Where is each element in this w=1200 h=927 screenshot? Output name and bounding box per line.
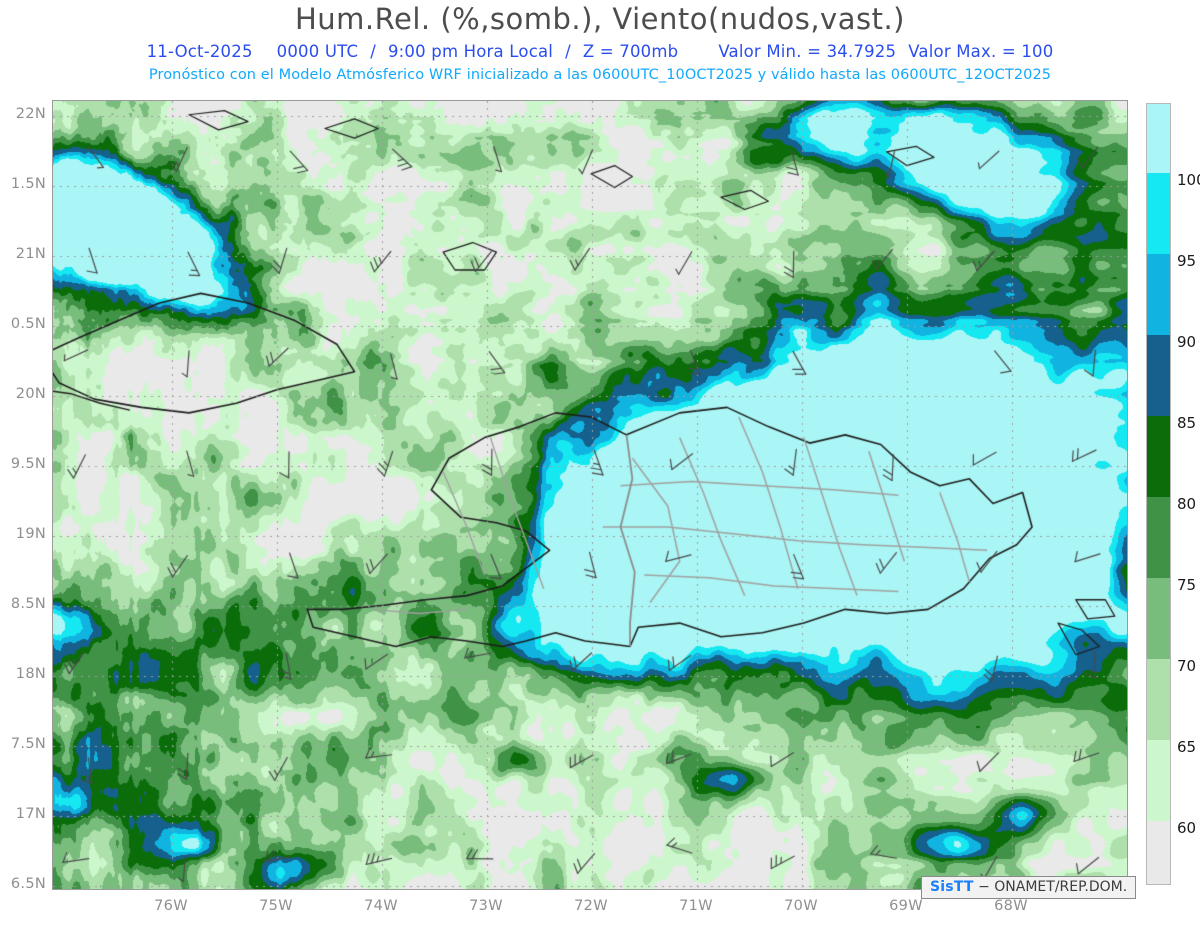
- header-sep-1: /: [370, 42, 376, 61]
- x-axis-tick-label: 70W: [784, 898, 818, 914]
- header-valor-min: Valor Min. = 34.7925: [718, 42, 897, 61]
- y-axis-tick-label: 1.5N: [10, 176, 46, 192]
- header-forecast-line: Pronóstico con el Modelo Atmósferico WRF…: [148, 67, 1052, 83]
- colorbar-band: [1147, 821, 1170, 884]
- y-axis-tick-label: 22N: [15, 106, 46, 122]
- colorbar-band: [1147, 416, 1170, 497]
- map-plot-area[interactable]: [52, 100, 1128, 890]
- y-axis-tick-label: 18N: [15, 666, 46, 682]
- x-axis-tick-label: 72W: [574, 898, 608, 914]
- y-axis-tick-label: 6.5N: [10, 876, 46, 892]
- x-axis-tick-label: 75W: [259, 898, 293, 914]
- colorbar-band: [1147, 578, 1170, 659]
- credit-box: SisTT − ONAMET/REP.DOM.: [921, 876, 1137, 899]
- page-title: Hum.Rel. (%,somb.), Viento(nudos,vast.): [295, 2, 905, 36]
- header-local-time: 9:00 pm Hora Local: [387, 42, 554, 61]
- y-axis-tick-label: 20N: [15, 386, 46, 402]
- colorbar-band: [1147, 104, 1170, 173]
- colorbar-band: [1147, 254, 1170, 335]
- y-axis-tick-label: 21N: [15, 246, 46, 262]
- header-valor-max: Valor Max. = 100: [908, 42, 1054, 61]
- header-run-time: 0000 UTC: [276, 42, 359, 61]
- colorbar-tick-label: 100: [1177, 171, 1200, 189]
- colorbar-tick-label: 75: [1177, 576, 1197, 594]
- colorbar-tick-label: 95: [1177, 252, 1197, 270]
- colorbar-tick-label: 60: [1177, 819, 1197, 837]
- x-axis-tick-label: 74W: [364, 898, 398, 914]
- y-axis-tick-label: 9.5N: [10, 456, 46, 472]
- y-axis-tick-label: 17N: [15, 806, 46, 822]
- colorbar-tick-label: 85: [1177, 414, 1197, 432]
- colorbar-tick-label: 65: [1177, 738, 1197, 756]
- x-axis-tick-label: 73W: [469, 898, 503, 914]
- colorbar-band: [1147, 335, 1170, 416]
- x-axis-tick-label: 76W: [154, 898, 188, 914]
- y-axis-tick-label: 7.5N: [10, 736, 46, 752]
- colorbar-band: [1147, 173, 1170, 254]
- y-axis-tick-label: 8.5N: [10, 596, 46, 612]
- header-line-run-info: 11-Oct-2025 0000 UTC / 9:00 pm Hora Local / Z…: [0, 42, 1200, 61]
- colorbar-tick-label: 70: [1177, 657, 1197, 675]
- credit-org: − ONAMET/REP.DOM.: [978, 879, 1128, 895]
- x-axis-tick-label: 71W: [679, 898, 713, 914]
- wind-barb-layer: [53, 101, 1127, 889]
- colorbar-band: [1147, 659, 1170, 740]
- colorbar-band: [1147, 740, 1170, 821]
- colorbar-band: [1147, 497, 1170, 578]
- header-level: Z = 700mb: [582, 42, 679, 61]
- header-date: 11-Oct-2025: [146, 42, 253, 61]
- credit-brand: SisTT: [930, 879, 974, 895]
- y-axis-tick-label: 0.5N: [10, 316, 46, 332]
- colorbar[interactable]: [1146, 103, 1171, 885]
- x-axis-tick-label: 68W: [994, 898, 1028, 914]
- header-sep-2: /: [565, 42, 571, 61]
- y-axis-tick-label: 19N: [15, 526, 46, 542]
- colorbar-tick-label: 80: [1177, 495, 1197, 513]
- colorbar-tick-label: 90: [1177, 333, 1197, 351]
- x-axis-tick-label: 69W: [889, 898, 923, 914]
